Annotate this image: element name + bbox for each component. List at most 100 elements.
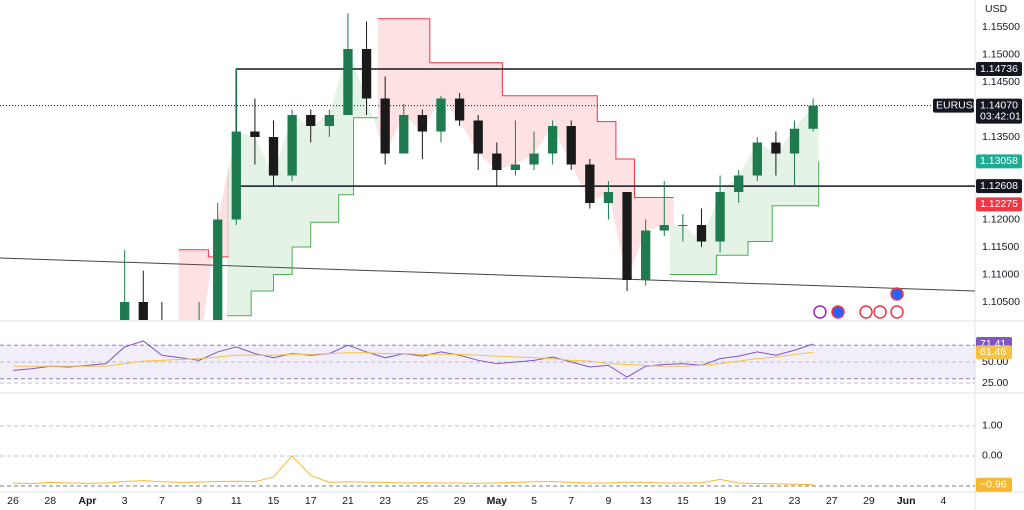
candle-body <box>343 49 353 116</box>
candle-body <box>492 153 502 171</box>
indicator-line <box>13 455 814 486</box>
candle-body <box>771 142 781 154</box>
candle-body <box>585 164 595 204</box>
countdown-label: 03:42:01 <box>980 110 1021 122</box>
time-tick-label: 23 <box>379 495 391 507</box>
supertrend-label-box <box>976 154 1022 169</box>
time-tick-label: 7 <box>159 495 165 507</box>
time-tick-label: 28 <box>44 495 56 507</box>
time-tick-label: 26 <box>7 495 19 507</box>
price-tick-label: 1.11000 <box>982 268 1019 280</box>
supertrend-fill <box>227 49 378 316</box>
candle-body <box>734 175 744 193</box>
indicator-tick-label: 0.00 <box>982 450 1003 462</box>
candle-body <box>454 98 465 121</box>
time-tick-label: 25 <box>417 495 429 507</box>
time-tick-label: 4 <box>940 495 946 507</box>
resistance-label: 1.14736 <box>980 63 1018 75</box>
candle-body <box>510 164 521 171</box>
candle-body <box>678 225 688 227</box>
last-price-box <box>976 98 1022 124</box>
supertrend-line <box>377 18 674 199</box>
event-icon[interactable] <box>813 305 827 319</box>
support-label: 1.12608 <box>980 180 1018 192</box>
supertrend-fill <box>178 166 229 320</box>
price-pane <box>0 13 975 320</box>
time-tick-label: Apr <box>78 495 96 507</box>
time-tick-label: 19 <box>714 495 726 507</box>
time-tick-label: 21 <box>342 495 354 507</box>
supertrend-fill <box>669 105 819 275</box>
time-tick-label: 13 <box>640 495 652 507</box>
price-tick-label: 1.10500 <box>982 296 1020 308</box>
indicator-value-label: −0.96 <box>980 479 1007 491</box>
indicator-line <box>12 340 814 378</box>
time-tick-label: 21 <box>751 495 763 507</box>
candle-body <box>324 115 334 127</box>
candle-body <box>231 131 241 220</box>
time-tick-label: Jun <box>897 495 916 507</box>
symbol-label: EURUSD <box>936 99 981 111</box>
supertrend-line <box>227 117 378 317</box>
trendline <box>0 257 975 292</box>
candle-body <box>361 49 372 99</box>
event-icon[interactable] <box>831 305 845 319</box>
candle-body <box>250 131 260 138</box>
time-tick-label: May <box>487 495 508 507</box>
support-label-box <box>976 179 1022 194</box>
sell-level-label-box <box>976 197 1022 212</box>
time-tick-label: 3 <box>122 495 128 507</box>
last-price-label: 1.14070 <box>980 99 1018 111</box>
candle-body <box>213 219 223 320</box>
candle-body <box>138 302 148 320</box>
candle-body <box>603 192 614 204</box>
candle-body <box>529 153 539 165</box>
price-tick-label: 1.14500 <box>982 76 1020 88</box>
candle-body <box>436 98 446 132</box>
price-tick-label: 1.13500 <box>982 131 1020 143</box>
candle-body <box>566 126 576 165</box>
indicator-pane <box>0 425 975 487</box>
candle-body <box>417 115 428 132</box>
supertrend-fill <box>377 18 674 281</box>
candle-body <box>380 98 390 154</box>
price-tick-label: 1.12000 <box>982 213 1020 225</box>
candle-body <box>268 137 279 176</box>
candle-body <box>622 192 632 281</box>
indicator-value-label: 61.46 <box>980 346 1006 358</box>
time-tick-label: 9 <box>606 495 612 507</box>
time-tick-label: 5 <box>531 495 537 507</box>
event-icon[interactable] <box>890 287 904 301</box>
event-icon[interactable] <box>890 305 904 319</box>
time-tick-label: 7 <box>568 495 574 507</box>
time-tick-label: 15 <box>677 495 689 507</box>
event-icon[interactable] <box>859 305 873 319</box>
time-tick-label: 27 <box>826 495 838 507</box>
price-tick-label: 1.15500 <box>982 21 1020 33</box>
indicator-tick-label: 25.00 <box>982 377 1008 389</box>
candle-body <box>306 115 316 127</box>
candle-body <box>641 230 651 281</box>
candle-body <box>752 142 762 176</box>
candle-body <box>547 126 558 154</box>
time-tick-label: 11 <box>231 495 242 507</box>
candle-body <box>808 105 818 129</box>
time-tick-label: 23 <box>789 495 801 507</box>
supertrend-label: 1.13058 <box>980 155 1018 167</box>
time-tick-label: 17 <box>305 495 317 507</box>
event-icon[interactable] <box>873 305 887 319</box>
candle-body <box>120 302 130 320</box>
supertrend-line <box>669 161 820 276</box>
candle-body <box>659 225 669 231</box>
price-tick-label: 1.11500 <box>982 241 1019 253</box>
resistance-label-box <box>976 62 1022 77</box>
time-tick-label: 15 <box>268 495 280 507</box>
candle-body <box>473 120 483 154</box>
indicator-value-label-box <box>976 345 1012 360</box>
event-icons <box>813 287 904 319</box>
candle-body <box>696 225 707 242</box>
candle-body <box>789 128 800 154</box>
sell-level-label: 1.12275 <box>980 198 1018 210</box>
time-tick-label: 9 <box>196 495 202 507</box>
indicator-value-label-box <box>976 477 1012 492</box>
